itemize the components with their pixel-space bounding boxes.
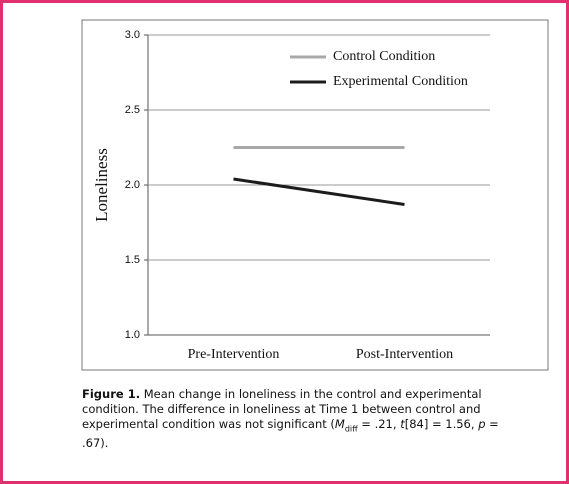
caption-segment: [84] = 1.56, (404, 417, 479, 431)
x-tick-label: Pre-Intervention (188, 347, 280, 362)
y-tick-label: 1.5 (125, 254, 140, 266)
caption-segment: = .21, (357, 417, 401, 431)
y-tick-label: 2.5 (125, 104, 140, 116)
series-line (233, 177, 405, 206)
legend-label: Control Condition (333, 49, 435, 64)
x-tick-label: Post-Intervention (356, 347, 453, 362)
legend-label: Experimental Condition (333, 74, 468, 89)
y-tick-label: 1.0 (125, 329, 140, 341)
y-tick-label: 3.0 (125, 29, 140, 41)
caption-segment: t (400, 417, 405, 431)
caption-segment: M (334, 417, 345, 431)
y-axis-label: Loneliness (92, 148, 111, 222)
chart-border (81, 19, 549, 371)
y-tick-label: 2.0 (125, 179, 140, 191)
caption: Figure 1. Mean change in loneliness in t… (82, 387, 507, 451)
caption-segment: Figure 1. (82, 387, 141, 401)
caption-segment: = .67). (82, 417, 499, 451)
caption-segment: p (478, 417, 486, 431)
caption-segment: diff (344, 424, 358, 434)
caption-segment: Mean change in loneliness in the control… (82, 387, 482, 431)
